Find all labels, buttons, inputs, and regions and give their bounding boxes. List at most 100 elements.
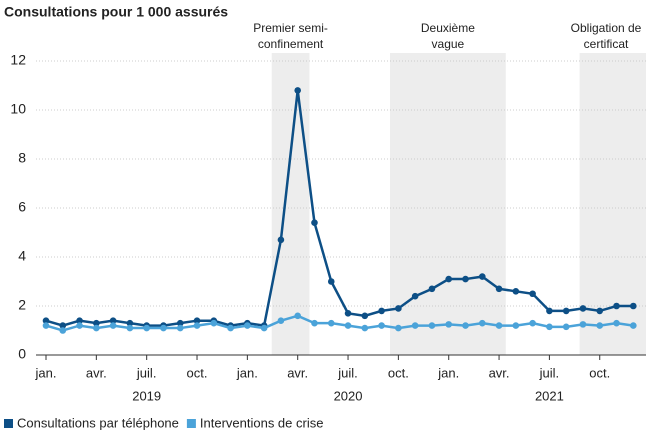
data-point <box>42 322 50 329</box>
data-point <box>344 322 352 329</box>
data-point <box>529 319 536 327</box>
y-tick-label: 4 <box>18 248 26 264</box>
data-point <box>579 305 587 312</box>
data-point <box>277 236 285 244</box>
data-point <box>428 285 436 293</box>
data-point <box>193 317 201 325</box>
period-shade <box>271 53 310 355</box>
annotation: certificat <box>584 37 629 51</box>
annotation: Obligation de <box>571 21 642 35</box>
x-tick-label: avr. <box>86 365 107 380</box>
data-point <box>512 288 520 295</box>
data-point <box>529 290 536 298</box>
data-point <box>126 324 134 332</box>
data-point <box>294 87 302 94</box>
y-tick-label: 8 <box>18 150 26 166</box>
data-point <box>462 275 469 283</box>
legend-swatch <box>4 419 13 428</box>
x-tick-label: oct. <box>589 365 610 380</box>
y-tick-label: 10 <box>10 101 26 117</box>
y-tick-label: 2 <box>18 297 26 313</box>
data-point <box>193 322 201 329</box>
data-point <box>613 319 620 327</box>
year-label: 2020 <box>334 388 363 403</box>
data-point <box>395 324 402 332</box>
x-tick-label: jan. <box>437 365 459 380</box>
year-label: 2021 <box>535 388 564 403</box>
data-point <box>327 278 335 285</box>
y-tick-label: 12 <box>10 52 26 68</box>
data-point <box>462 322 469 329</box>
data-point <box>445 321 453 328</box>
data-point <box>176 319 184 327</box>
data-point <box>613 302 620 310</box>
data-point <box>411 292 419 300</box>
data-point <box>428 322 436 329</box>
data-point <box>93 319 100 327</box>
data-point <box>109 317 117 325</box>
data-point <box>596 322 604 329</box>
data-point <box>244 322 251 329</box>
data-point <box>562 307 570 315</box>
legend-swatch <box>186 419 196 428</box>
annotation: confinement <box>258 37 324 51</box>
legend-label: Interventions de crise <box>200 415 324 430</box>
data-point <box>76 322 83 329</box>
x-tick-label: juil. <box>136 365 157 380</box>
data-point <box>378 322 385 329</box>
data-point <box>361 312 369 320</box>
data-point <box>596 307 604 315</box>
data-point <box>478 273 486 280</box>
data-point <box>277 317 285 325</box>
x-tick-label: oct. <box>388 365 409 380</box>
data-point <box>294 312 302 320</box>
data-point <box>327 319 335 327</box>
data-point <box>630 322 637 329</box>
data-point <box>630 302 637 310</box>
x-tick-label: oct. <box>187 365 208 380</box>
x-tick-label: avr. <box>287 365 308 380</box>
x-tick-label: jan. <box>35 365 57 380</box>
data-point <box>160 324 167 332</box>
data-point <box>210 319 218 327</box>
annotation: Deuxième <box>421 21 475 35</box>
data-point <box>495 285 503 293</box>
x-tick-label: avr. <box>489 365 510 380</box>
data-point <box>361 324 369 332</box>
data-point <box>562 323 570 331</box>
data-point <box>143 324 150 332</box>
data-point <box>311 219 318 226</box>
x-tick-label: juil. <box>539 365 560 380</box>
y-tick-label: 0 <box>18 346 26 362</box>
data-point <box>445 275 453 283</box>
annotation: vague <box>432 37 465 51</box>
y-tick-label: 6 <box>18 199 26 215</box>
data-point <box>227 324 234 332</box>
data-point <box>512 322 520 329</box>
data-point <box>579 321 587 328</box>
data-point <box>76 317 83 325</box>
data-point <box>395 305 402 312</box>
chart-title: Consultations pour 1 000 assurés <box>4 4 228 20</box>
data-point <box>42 317 50 325</box>
data-point <box>378 307 385 315</box>
data-point <box>109 322 117 329</box>
data-point <box>546 307 553 315</box>
data-point <box>546 323 553 331</box>
x-tick-label: jan. <box>236 365 258 380</box>
year-label: 2019 <box>132 388 161 403</box>
legend-label: Consultations par téléphone <box>17 415 179 430</box>
data-point <box>260 324 268 332</box>
data-point <box>311 319 318 327</box>
data-point <box>478 319 486 327</box>
data-point <box>59 322 67 329</box>
data-point <box>93 324 100 332</box>
data-point <box>176 324 184 332</box>
annotation: Premier semi- <box>253 21 328 35</box>
x-tick-label: juil. <box>337 365 358 380</box>
data-point <box>59 327 67 334</box>
data-point <box>411 322 419 329</box>
data-point <box>344 310 352 317</box>
period-shade <box>389 53 506 355</box>
